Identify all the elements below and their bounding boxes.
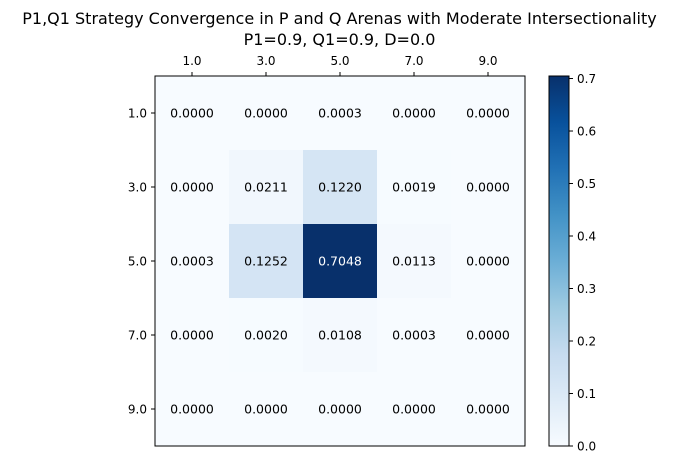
colorbar-tick-label: 0.2 — [577, 335, 596, 349]
colorbar — [548, 75, 570, 447]
y-tick-label: 9.0 — [128, 403, 147, 417]
y-tick-label: 3.0 — [128, 181, 147, 195]
colorbar-ticks: 0.0 0.1 0.2 0.3 0.4 0.5 0.6 0.7 — [569, 72, 596, 454]
colorbar-tick-label: 0.1 — [577, 387, 596, 401]
cell-value-label: 0.0000 — [392, 106, 436, 121]
cell-value-label: 0.0020 — [244, 328, 288, 343]
x-tick-label: 1.0 — [182, 54, 201, 68]
cell-value-label: 0.0000 — [170, 106, 214, 121]
colorbar-tick-label: 0.0 — [577, 440, 596, 454]
colorbar-tick-label: 0.6 — [577, 125, 596, 139]
x-tick-label: 9.0 — [478, 54, 497, 68]
cell-value-label: 0.0000 — [244, 106, 288, 121]
heatmap-cell — [377, 372, 452, 447]
cell-value-label: 0.0000 — [244, 402, 288, 417]
heatmap-cell — [377, 298, 452, 373]
y-tick-label: 1.0 — [128, 107, 147, 121]
x-tick-label: 3.0 — [256, 54, 275, 68]
cell-value-label: 0.0108 — [318, 328, 362, 343]
heatmap-cell — [451, 224, 526, 299]
heatmap-cell — [155, 372, 230, 447]
cell-value-label: 0.1220 — [318, 180, 362, 195]
heatmap-cell — [451, 150, 526, 225]
cell-value-label: 0.0000 — [170, 180, 214, 195]
heatmap-cell — [377, 76, 452, 151]
heatmap-cell — [303, 372, 378, 447]
cell-value-label: 0.0000 — [466, 180, 510, 195]
cell-value-label: 0.0000 — [170, 328, 214, 343]
heatmap-cell — [155, 76, 230, 151]
chart-title: P1,Q1 Strategy Convergence in P and Q Ar… — [22, 9, 656, 28]
heatmap-cells — [155, 76, 526, 447]
heatmap-cell — [303, 150, 378, 225]
heatmap-cell — [229, 224, 304, 299]
colorbar-tick-label: 0.7 — [577, 72, 596, 86]
cell-value-label: 0.0000 — [466, 328, 510, 343]
cell-value-label: 0.0003 — [392, 328, 436, 343]
cell-value-label: 0.0000 — [392, 402, 436, 417]
cell-value-label: 0.0211 — [244, 180, 288, 195]
heatmap-cell — [303, 298, 378, 373]
cell-value-label: 0.0000 — [170, 402, 214, 417]
heatmap-cell — [303, 76, 378, 151]
heatmap-cell — [451, 76, 526, 151]
colorbar-tick-label: 0.4 — [577, 230, 596, 244]
x-tick-label: 7.0 — [404, 54, 423, 68]
heatmap-cell — [155, 224, 230, 299]
heatmap-cell — [451, 372, 526, 447]
heatmap-cell — [229, 298, 304, 373]
heatmap-cell — [377, 224, 452, 299]
heatmap-cell — [229, 150, 304, 225]
y-tick-label: 5.0 — [128, 255, 147, 269]
y-axis-ticks: 1.0 3.0 5.0 7.0 9.0 — [128, 107, 155, 417]
heatmap-cell — [155, 298, 230, 373]
heatmap-cell — [303, 224, 378, 299]
heatmap-cell — [155, 150, 230, 225]
cell-value-label: 0.7048 — [318, 254, 362, 269]
heatmap-value-labels: 0.0000 0.0000 0.0003 0.0000 0.0000 0.0000 0.02… — [170, 106, 510, 417]
cell-value-label: 0.0000 — [466, 106, 510, 121]
heatmap-cell — [451, 298, 526, 373]
cell-value-label: 0.0003 — [170, 254, 214, 269]
x-axis-ticks: 1.0 3.0 5.0 7.0 9.0 — [182, 54, 498, 76]
heatmap-cell — [229, 76, 304, 151]
colorbar-tick-label: 0.3 — [577, 282, 596, 296]
y-tick-label: 7.0 — [128, 329, 147, 343]
cell-value-label: 0.0003 — [318, 106, 362, 121]
heatmap-cell — [377, 150, 452, 225]
cell-value-label: 0.0019 — [392, 180, 436, 195]
x-tick-label: 5.0 — [330, 54, 349, 68]
cell-value-label: 0.0113 — [392, 254, 436, 269]
cell-value-label: 0.1252 — [244, 254, 288, 269]
cell-value-label: 0.0000 — [466, 254, 510, 269]
cell-value-label: 0.0000 — [318, 402, 362, 417]
heatmap-cell — [229, 372, 304, 447]
colorbar-tick-label: 0.5 — [577, 177, 596, 191]
chart-subtitle: P1=0.9, Q1=0.9, D=0.0 — [244, 30, 436, 49]
cell-value-label: 0.0000 — [466, 402, 510, 417]
